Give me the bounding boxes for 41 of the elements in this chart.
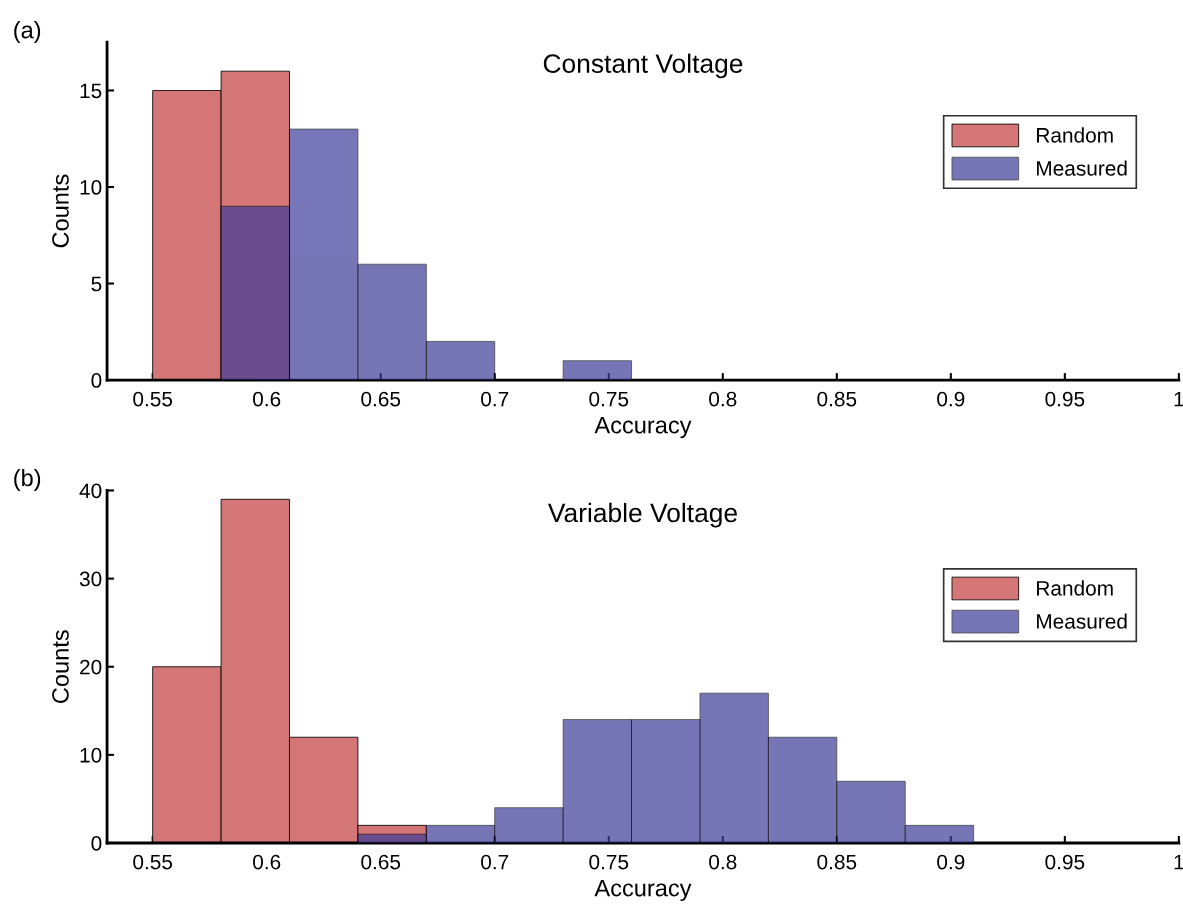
x-tick-label: 0.55: [133, 854, 173, 870]
x-tick-label: 1: [1174, 854, 1183, 870]
x-tick-label: 0.65: [361, 854, 401, 870]
y-tick-label: 5: [91, 276, 102, 292]
chart-title: Constant Voltage: [543, 53, 743, 79]
legend-label: Measured: [1037, 613, 1127, 629]
x-tick-label: 0.85: [817, 391, 857, 407]
x-axis-title: Accuracy: [594, 879, 692, 902]
x-tick-label: 0.55: [133, 391, 173, 407]
y-tick-label: 0: [91, 373, 102, 388]
x-tick-label: 1: [1174, 391, 1183, 407]
y-tick-label: 40: [79, 483, 102, 499]
x-tick-label: 0.8: [709, 854, 737, 870]
y-tick-label: 0: [91, 836, 102, 851]
text: (b): [14, 468, 41, 491]
legend-label: Random: [1037, 127, 1113, 143]
x-tick-label: 0.85: [817, 854, 857, 870]
x-tick-label: 0.6: [253, 854, 281, 870]
y-tick-label: 15: [80, 83, 102, 99]
y-tick-label: 20: [80, 659, 102, 675]
x-tick-label: 0.8: [709, 391, 737, 407]
x-tick-label: 0.9: [937, 391, 965, 407]
x-tick-label: 0.7: [481, 391, 509, 407]
y-axis-title: Counts: [52, 630, 69, 703]
x-axis-title: Accuracy: [594, 417, 692, 439]
x-tick-label: 0.75: [589, 854, 629, 870]
legend-label: Random: [1037, 580, 1113, 596]
y-axis-title: Counts: [52, 174, 69, 248]
chart-title: Variable Voltage: [547, 502, 737, 528]
x-tick-label: 0.75: [589, 391, 629, 407]
y-tick-label: 30: [79, 571, 102, 587]
x-tick-label: 0.6: [253, 391, 281, 407]
x-tick-label: 0.7: [481, 854, 509, 870]
x-tick-label: 0.95: [1045, 391, 1085, 407]
y-tick-label: 10: [80, 747, 102, 763]
x-tick-label: 0.9: [937, 854, 965, 870]
x-tick-label: 0.65: [361, 391, 401, 407]
x-tick-label: 0.95: [1045, 854, 1085, 870]
y-tick-label: 10: [80, 180, 102, 195]
text: (a): [14, 21, 41, 44]
legend-label: Measured: [1037, 160, 1127, 176]
